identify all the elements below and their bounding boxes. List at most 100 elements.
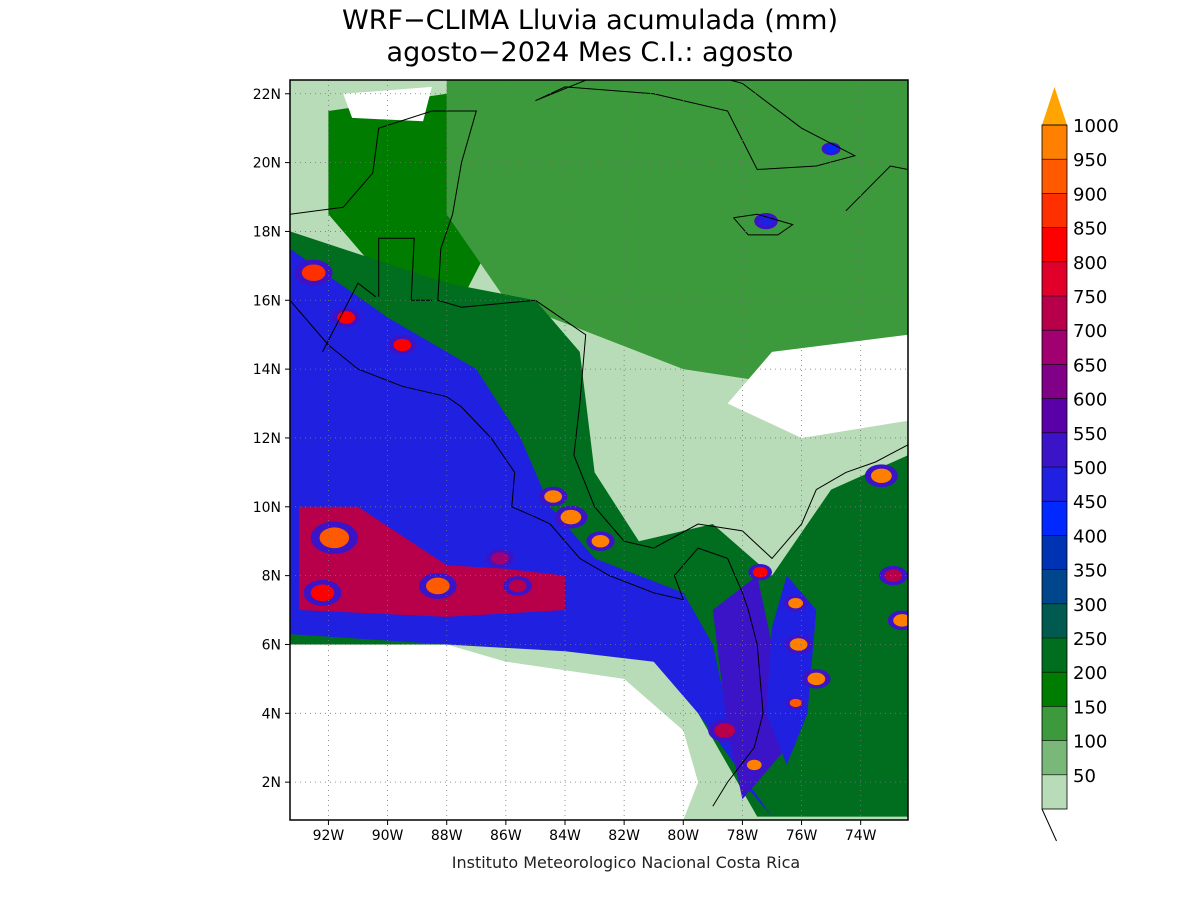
dry-region-pacific-south — [290, 644, 699, 820]
hotspot — [310, 584, 335, 602]
map-title-line-1: WRF−CLIMA Lluvia acumulada (mm) — [342, 5, 838, 36]
latitude-tick-label: 14N — [253, 362, 281, 378]
rain-region-itcz-core — [298, 506, 565, 617]
dry-region-caribbean-dry — [727, 334, 908, 438]
colorbar-swatch — [1042, 638, 1067, 673]
colorbar-swatch — [1042, 535, 1067, 570]
dry-region-gulf-north — [343, 86, 432, 122]
colorbar-swatch — [1042, 569, 1067, 604]
colorbar-swatch — [1042, 364, 1067, 399]
latitude-tick-label: 4N — [262, 706, 281, 722]
latitude-tick-label: 12N — [253, 431, 281, 447]
longitude-tick-label: 86W — [490, 828, 522, 844]
coastline — [535, 80, 857, 171]
colorbar-label: 550 — [1073, 424, 1107, 445]
longitude-tick-label: 78W — [727, 828, 759, 844]
colorbar-label: 900 — [1073, 184, 1107, 205]
colorbar-frame — [1041, 124, 1068, 810]
colorbar-label: 450 — [1073, 492, 1107, 513]
latitude-tick-label: 2N — [262, 775, 281, 791]
colorbar-label: 600 — [1073, 390, 1107, 411]
latitude-tick-label: 6N — [262, 637, 281, 653]
coastline — [290, 299, 764, 807]
hotspot — [789, 638, 808, 651]
rain-region-colombia-coast — [712, 575, 787, 800]
colorbar-label: 950 — [1073, 150, 1107, 171]
colorbar-label: 650 — [1073, 355, 1107, 376]
hotspot — [746, 759, 762, 771]
longitude-tick-label: 82W — [608, 828, 640, 844]
coastlines — [290, 80, 908, 807]
latitude-tick-label: 20N — [253, 156, 281, 172]
hotspot — [807, 672, 826, 686]
hotspot — [319, 527, 350, 549]
colorbar-label: 350 — [1073, 561, 1107, 582]
map-frame — [289, 79, 909, 821]
colorbar-label: 700 — [1073, 321, 1107, 342]
colorbar-max-arrow — [1042, 87, 1067, 125]
hotspot — [752, 567, 768, 578]
hotspot — [758, 215, 774, 227]
colorbar-label: 300 — [1073, 595, 1107, 616]
colorbar-swatch — [1042, 296, 1067, 331]
hotspot — [789, 698, 802, 708]
coastline — [290, 110, 908, 560]
coastline — [322, 282, 377, 353]
longitude-tick-label: 74W — [845, 828, 877, 844]
longitude-tick-label: 80W — [667, 828, 699, 844]
hotspot — [788, 597, 804, 609]
graticule — [290, 80, 908, 820]
coastline — [733, 213, 794, 236]
rain-region-caribbean-north — [446, 80, 908, 404]
hotspot — [508, 579, 527, 593]
latitude-tick-label: 16N — [253, 293, 281, 309]
longitude-tick-label: 90W — [372, 828, 404, 844]
colorbar-swatch — [1042, 706, 1067, 741]
rain-region-pacific-itcz — [290, 248, 772, 817]
latitude-tick-label: 22N — [253, 87, 281, 103]
colorbar-label: 750 — [1073, 287, 1107, 308]
latitude-tick-label: 18N — [253, 224, 281, 240]
colorbar-swatch — [1042, 467, 1067, 502]
longitude-axis: 92W 90W 88W 86W 84W 82W 80W 78W 76W 74W — [313, 820, 877, 844]
latitude-axis: 22N 20N 18N 16N 14N 12N 10N 8N 6N 4N 2N — [253, 87, 290, 791]
colorbar-swatch — [1042, 432, 1067, 467]
colorbar-swatch — [1042, 774, 1067, 809]
colorbar-label: 100 — [1073, 732, 1107, 753]
colorbar-label: 500 — [1073, 458, 1107, 479]
hotspot — [871, 468, 892, 484]
colorbar-label: 250 — [1073, 629, 1107, 650]
colorbar-swatch — [1042, 193, 1067, 228]
colorbar-label: 400 — [1073, 526, 1107, 547]
hotspot — [893, 614, 908, 627]
hotspot — [426, 577, 450, 595]
colorbar-min-tail — [1041, 808, 1057, 842]
colorbar-swatch — [1042, 501, 1067, 536]
colorbar-label: 150 — [1073, 697, 1107, 718]
hotspot — [301, 264, 326, 282]
hotspot — [544, 490, 563, 503]
hotspot — [560, 509, 582, 525]
colorbar-swatch — [1042, 227, 1067, 262]
colorbar-label: 850 — [1073, 219, 1107, 240]
longitude-tick-label: 88W — [431, 828, 463, 844]
longitude-tick-label: 84W — [549, 828, 581, 844]
colorbar-swatch — [1042, 740, 1067, 775]
hotspot — [491, 552, 509, 565]
colorbar-swatch — [1042, 398, 1067, 433]
map-title-line-2: agosto−2024 Mes C.I.: agosto — [386, 37, 794, 68]
colorbar-swatch — [1042, 125, 1067, 160]
colorbar-swatch — [1042, 603, 1067, 638]
institution-credit: Instituto Meteorologico Nacional Costa R… — [451, 853, 801, 872]
colorbar: 1000 950 900 850 800 750 700 650 600 550 500 450 400… — [1041, 87, 1119, 842]
colorbar-label: 800 — [1073, 253, 1107, 274]
colorbar-swatch — [1042, 261, 1067, 296]
hotspot — [714, 723, 736, 738]
hotspot — [825, 144, 838, 153]
rain-region-choco-west — [766, 575, 817, 765]
colorbar-swatch — [1042, 672, 1067, 707]
colorbar-label: 50 — [1073, 766, 1096, 787]
latitude-tick-label: 8N — [262, 569, 281, 585]
colorbar-swatch — [1042, 330, 1067, 365]
